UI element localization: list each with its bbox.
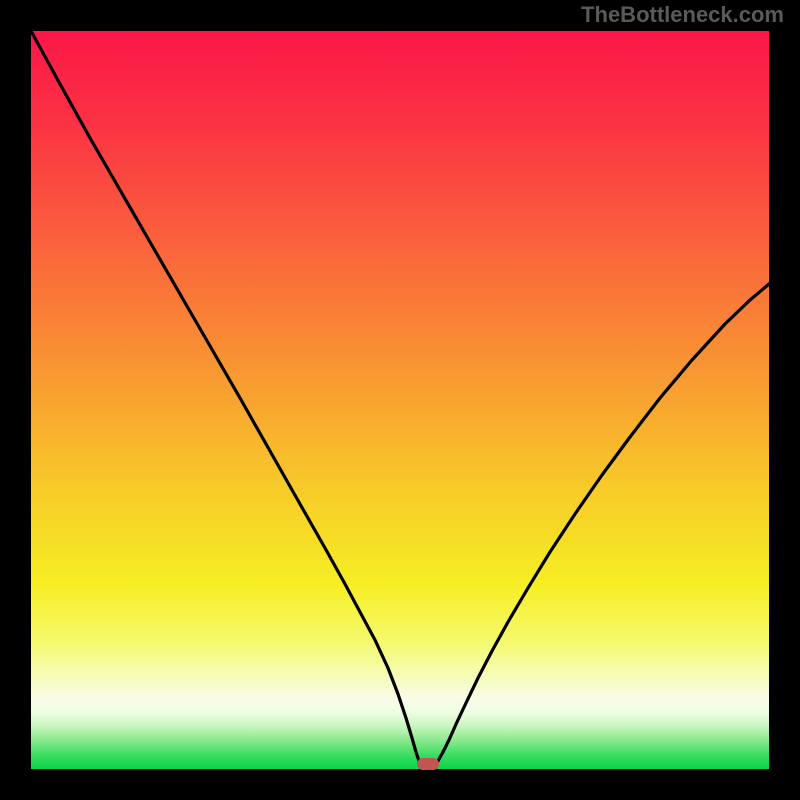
bottleneck-curve	[31, 31, 769, 767]
optimal-point-marker	[417, 758, 439, 770]
watermark-text: TheBottleneck.com	[581, 2, 784, 28]
chart-svg	[0, 0, 800, 800]
marker-dot	[417, 758, 439, 770]
plot-background	[31, 31, 769, 769]
chart-root: TheBottleneck.com	[0, 0, 800, 800]
